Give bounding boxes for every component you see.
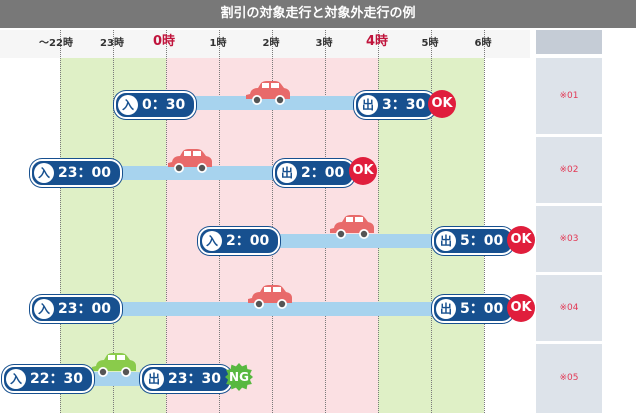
car-icon — [90, 352, 138, 378]
hour-label: 3時 — [315, 38, 333, 49]
exit-time: 5：00 — [460, 233, 504, 249]
ok-badge: OK — [507, 226, 535, 254]
hour-label: 6時 — [474, 38, 492, 49]
hour-line — [166, 30, 167, 413]
exit-time-pill: 出 23：30 — [140, 365, 232, 393]
exit-time-pill: 出 3：30 — [354, 91, 437, 119]
note-label: ※04 — [536, 275, 602, 341]
page-title: 割引の対象走行と対象外走行の例 — [0, 0, 636, 28]
car-icon — [166, 148, 214, 174]
car-icon — [244, 80, 292, 106]
exit-time: 5：00 — [460, 301, 504, 317]
hour-label: 5時 — [421, 38, 439, 49]
exit-time: 3：30 — [382, 97, 426, 113]
hour-axis — [0, 30, 530, 58]
car-icon — [328, 214, 376, 240]
note-label: ※02 — [536, 137, 602, 203]
exit-tag: 出 — [358, 95, 378, 115]
exit-tag: 出 — [277, 163, 297, 183]
entry-tag: 入 — [34, 299, 54, 319]
car-icon — [246, 284, 294, 310]
entry-time: 23：00 — [58, 301, 111, 317]
entry-time-pill: 入 23：00 — [30, 159, 122, 187]
entry-tag: 入 — [34, 163, 54, 183]
exit-tag: 出 — [144, 369, 164, 389]
hour-label: 4時 — [365, 34, 389, 49]
entry-time-pill: 入 2：00 — [198, 227, 281, 255]
exit-time-pill: 出 2：00 — [273, 159, 356, 187]
entry-time: 23：00 — [58, 165, 111, 181]
hour-line — [431, 30, 432, 413]
hour-line — [272, 30, 273, 413]
entry-tag: 入 — [202, 231, 222, 251]
note-label: ※05 — [536, 344, 602, 413]
hour-line — [325, 30, 326, 413]
hour-line — [60, 30, 61, 413]
hour-label: 0時 — [152, 34, 176, 49]
exit-time: 23：30 — [168, 371, 221, 387]
hour-label: 2時 — [262, 38, 280, 49]
exit-time-pill: 出 5：00 — [432, 295, 515, 323]
entry-tag: 入 — [6, 369, 26, 389]
entry-time: 0：30 — [142, 97, 186, 113]
exit-tag: 出 — [436, 231, 456, 251]
exit-time-pill: 出 5：00 — [432, 227, 515, 255]
hour-line — [113, 30, 114, 413]
exit-tag: 出 — [436, 299, 456, 319]
hour-label: 〜22時 — [39, 38, 73, 49]
note-label: ※03 — [536, 206, 602, 272]
notes-header — [536, 30, 602, 54]
exit-time: 2：00 — [301, 165, 345, 181]
note-label: ※01 — [536, 58, 602, 134]
entry-time: 2：00 — [226, 233, 270, 249]
entry-time-pill: 入 22：30 — [2, 365, 94, 393]
entry-tag: 入 — [118, 95, 138, 115]
hour-line — [378, 30, 379, 413]
ok-badge: OK — [428, 90, 456, 118]
hour-line — [219, 30, 220, 413]
ok-badge: OK — [349, 157, 377, 185]
entry-time: 22：30 — [30, 371, 83, 387]
hour-label: 23時 — [100, 38, 124, 49]
ok-badge: OK — [507, 294, 535, 322]
hour-label: 1時 — [209, 38, 227, 49]
entry-time-pill: 入 23：00 — [30, 295, 122, 323]
hour-line — [484, 30, 485, 413]
entry-time-pill: 入 0：30 — [114, 91, 197, 119]
